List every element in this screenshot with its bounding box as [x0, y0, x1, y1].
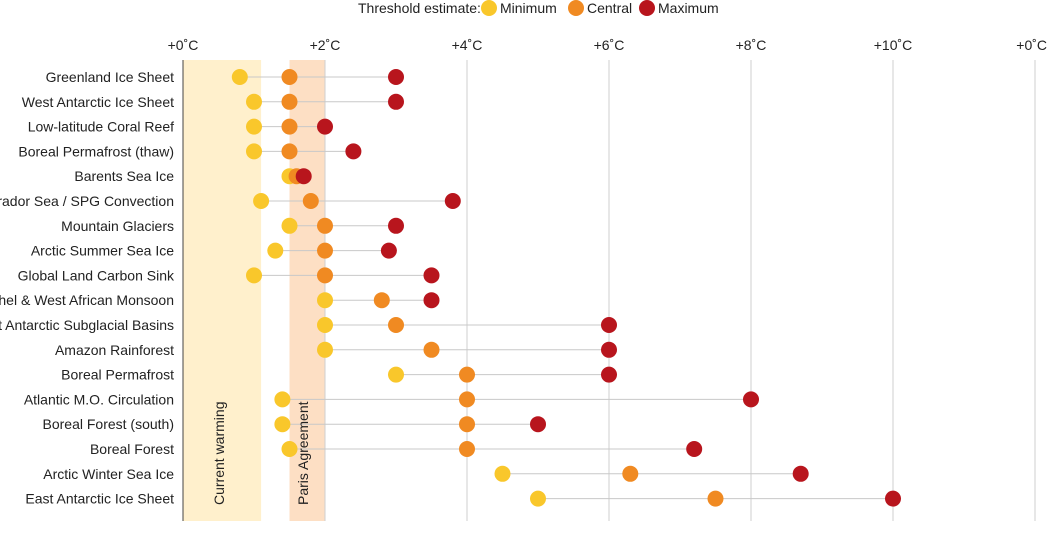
dot-min [530, 490, 546, 507]
dot-min [274, 416, 291, 433]
dot-central [459, 416, 475, 433]
dot-min [274, 391, 291, 408]
rows-layer [231, 69, 901, 507]
dot-min [317, 341, 333, 358]
dot-central [423, 341, 440, 358]
row-label: Low-latitude Coral Reef [28, 119, 174, 135]
dot-max [388, 217, 404, 234]
band-layer [183, 60, 325, 521]
dot-max [686, 441, 703, 457]
dot-central [373, 292, 390, 309]
row-label: Boreal Forest (south) [43, 416, 175, 432]
dot-min [253, 193, 270, 209]
legend-label-central: Central [587, 0, 632, 16]
dot-central [317, 242, 333, 259]
dot-max [743, 391, 759, 408]
x-tick-label: +8˚C [736, 37, 767, 53]
dot-min [231, 69, 248, 85]
dot-max [423, 267, 440, 284]
row-label: East Antarctic Subglacial Basins [0, 317, 174, 333]
dot-min [317, 317, 333, 333]
row-label: Barents Sea Ice [74, 168, 174, 184]
dot-central [317, 267, 333, 284]
row-label: East Antarctic Ice Sheet [25, 491, 174, 507]
dot-max [317, 118, 333, 135]
row-label: Labrador Sea / SPG Convection [0, 193, 174, 209]
row-label: Greenland Ice Sheet [46, 69, 175, 85]
labels-layer: +0˚C +2˚C +4˚C +6˚C +8˚C +10˚C +0˚C Greenland I… [0, 37, 1047, 507]
x-tick-label: +0˚C [168, 37, 199, 53]
row-label: Sahel & West African Monsoon [0, 292, 174, 308]
dot-central [281, 69, 298, 85]
dot-min [317, 292, 333, 309]
dot-max [601, 366, 617, 383]
dot-central [317, 217, 333, 234]
dot-max [792, 465, 809, 482]
dot-central [459, 366, 475, 383]
row-label: Amazon Rainforest [55, 342, 174, 358]
legend-label-max: Maximum [658, 0, 719, 16]
dot-central [388, 317, 404, 333]
dot-max [423, 292, 440, 309]
x-tick-label: +6˚C [594, 37, 625, 53]
dot-min [246, 267, 262, 284]
dot-min [246, 143, 262, 160]
dot-max [601, 341, 617, 358]
band-current-warming [183, 60, 262, 521]
row-label: Global Land Carbon Sink [18, 267, 175, 283]
dot-max [388, 69, 404, 85]
x-tick-label: +0˚C [1016, 37, 1047, 53]
dot-max [295, 168, 312, 185]
legend-label-min: Minimum [500, 0, 557, 16]
legend-swatch-min [481, 0, 497, 16]
dot-min [267, 242, 284, 259]
dot-max [444, 193, 461, 209]
row-label: Boreal Permafrost [61, 367, 174, 383]
legend-title: Threshold estimate: [358, 0, 481, 16]
dot-min [494, 465, 511, 482]
row-label: Boreal Permafrost (thaw) [18, 143, 174, 159]
band-label: Paris Agreement [295, 401, 311, 505]
dot-central [707, 490, 724, 507]
row-label: Atlantic M.O. Circulation [24, 391, 174, 407]
x-tick-label: +4˚C [452, 37, 483, 53]
dot-max [530, 416, 546, 433]
row-label: Mountain Glaciers [61, 218, 174, 234]
dot-central [459, 391, 475, 408]
dot-min [388, 366, 404, 383]
dot-central [302, 193, 319, 209]
x-tick-label: +10˚C [874, 37, 913, 53]
legend-swatch-max [639, 0, 655, 16]
dot-central [622, 465, 639, 482]
legend: Threshold estimate: Minimum Central Maximum [358, 0, 719, 16]
legend-swatch-central [568, 0, 584, 16]
dot-central [281, 93, 298, 110]
dot-max [601, 317, 617, 333]
dot-central [281, 143, 298, 160]
dot-max [388, 93, 404, 110]
row-label: Boreal Forest [90, 441, 174, 457]
row-label: Arctic Winter Sea Ice [43, 466, 174, 482]
dot-min [246, 118, 262, 135]
dot-max [380, 242, 397, 259]
row-label: Arctic Summer Sea Ice [31, 243, 174, 259]
row-label: West Antarctic Ice Sheet [22, 94, 174, 110]
dot-max [885, 490, 901, 507]
dot-min [246, 93, 262, 110]
band-label: Current warming [211, 402, 227, 505]
dot-central [281, 118, 298, 135]
x-tick-label: +2˚C [310, 37, 341, 53]
dot-max [345, 143, 362, 160]
dot-min [281, 441, 298, 457]
dot-central [459, 441, 475, 457]
dot-min [281, 217, 298, 234]
